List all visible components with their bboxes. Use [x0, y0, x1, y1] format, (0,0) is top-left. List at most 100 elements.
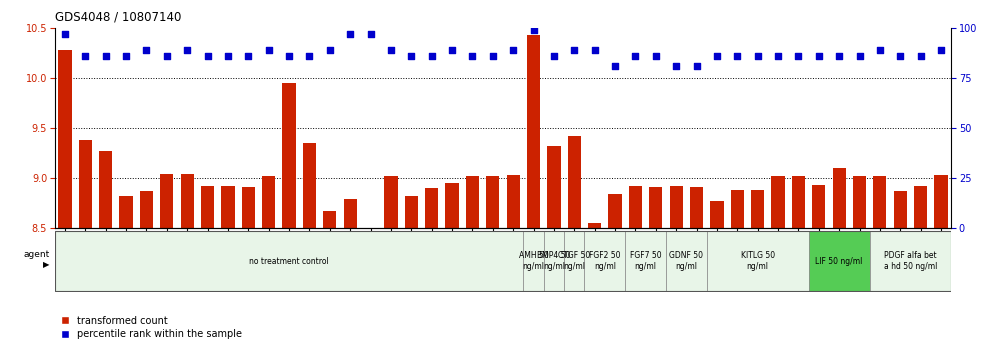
Bar [544, 232, 564, 291]
Bar [707, 232, 809, 291]
Bar [873, 176, 886, 228]
Bar [833, 169, 846, 228]
Text: FGF7 50
ng/ml: FGF7 50 ng/ml [629, 251, 661, 271]
Bar [466, 176, 479, 228]
Bar [120, 196, 132, 228]
Bar [404, 196, 418, 228]
Bar [99, 151, 113, 228]
Point [179, 47, 195, 53]
Bar [731, 190, 744, 228]
Text: no treatment control: no treatment control [249, 257, 329, 266]
Point [119, 53, 134, 59]
Bar [486, 176, 499, 228]
Bar [547, 146, 561, 228]
Point [587, 47, 603, 53]
Point [138, 47, 154, 53]
Point [933, 47, 949, 53]
Bar [710, 201, 723, 228]
Point [363, 32, 378, 37]
Point [485, 53, 501, 59]
Text: BMP4 50
ng/ml: BMP4 50 ng/ml [537, 251, 571, 271]
Text: KITLG 50
ng/ml: KITLG 50 ng/ml [741, 251, 775, 271]
Point [302, 53, 318, 59]
Bar [139, 191, 153, 228]
Point [281, 53, 297, 59]
Point [57, 32, 73, 37]
Text: LIF 50 ng/ml: LIF 50 ng/ml [816, 257, 863, 266]
Bar [323, 211, 337, 228]
Bar [625, 232, 666, 291]
Bar [568, 136, 581, 228]
Bar [585, 232, 625, 291]
Bar [79, 140, 92, 228]
Point [608, 63, 623, 69]
Point [546, 53, 562, 59]
Bar [303, 143, 316, 228]
Bar [870, 232, 951, 291]
Point [912, 53, 928, 59]
Point [811, 53, 827, 59]
Point [403, 53, 419, 59]
Bar [812, 185, 826, 228]
Point [220, 53, 236, 59]
Bar [771, 176, 785, 228]
Legend: transformed count, percentile rank within the sample: transformed count, percentile rank withi… [60, 315, 242, 339]
Point [98, 53, 114, 59]
Bar [180, 174, 194, 228]
Point [444, 47, 460, 53]
Bar [201, 186, 214, 228]
Bar [609, 194, 622, 228]
Bar [527, 35, 540, 228]
Bar [893, 191, 907, 228]
Point [199, 53, 215, 59]
Point [892, 53, 908, 59]
Text: FGF2 50
ng/ml: FGF2 50 ng/ml [589, 251, 621, 271]
Bar [283, 83, 296, 228]
Text: GDS4048 / 10807140: GDS4048 / 10807140 [55, 11, 181, 24]
Bar [55, 232, 523, 291]
Point [872, 47, 887, 53]
Point [423, 53, 439, 59]
Point [852, 53, 868, 59]
Point [627, 53, 643, 59]
Point [261, 47, 277, 53]
Point [791, 53, 807, 59]
Bar [690, 187, 703, 228]
Bar [384, 176, 397, 228]
Bar [669, 186, 683, 228]
Bar [364, 228, 377, 275]
Point [159, 53, 175, 59]
Bar [425, 188, 438, 228]
Point [526, 28, 542, 33]
Bar [507, 175, 520, 228]
Point [505, 47, 521, 53]
Point [688, 63, 704, 69]
Text: PDGF alfa bet
a hd 50 ng/ml: PDGF alfa bet a hd 50 ng/ml [883, 251, 937, 271]
Bar [59, 50, 72, 228]
Bar [649, 187, 662, 228]
Point [343, 32, 359, 37]
Bar [344, 199, 357, 228]
Point [322, 47, 338, 53]
Point [567, 47, 583, 53]
Bar [666, 232, 707, 291]
Bar [934, 175, 947, 228]
Bar [564, 232, 585, 291]
Bar [628, 186, 642, 228]
Bar [751, 190, 764, 228]
Bar [914, 186, 927, 228]
Text: GDNF 50
ng/ml: GDNF 50 ng/ml [669, 251, 703, 271]
Bar [523, 232, 544, 291]
Point [383, 47, 399, 53]
Bar [160, 174, 173, 228]
Bar [588, 223, 602, 228]
Point [770, 53, 786, 59]
Bar [242, 187, 255, 228]
Text: AMH 50
ng/ml: AMH 50 ng/ml [519, 251, 549, 271]
Point [668, 63, 684, 69]
Bar [809, 232, 870, 291]
Point [240, 53, 256, 59]
Text: agent: agent [24, 250, 50, 259]
Text: CTGF 50
ng/ml: CTGF 50 ng/ml [558, 251, 591, 271]
Point [729, 53, 745, 59]
